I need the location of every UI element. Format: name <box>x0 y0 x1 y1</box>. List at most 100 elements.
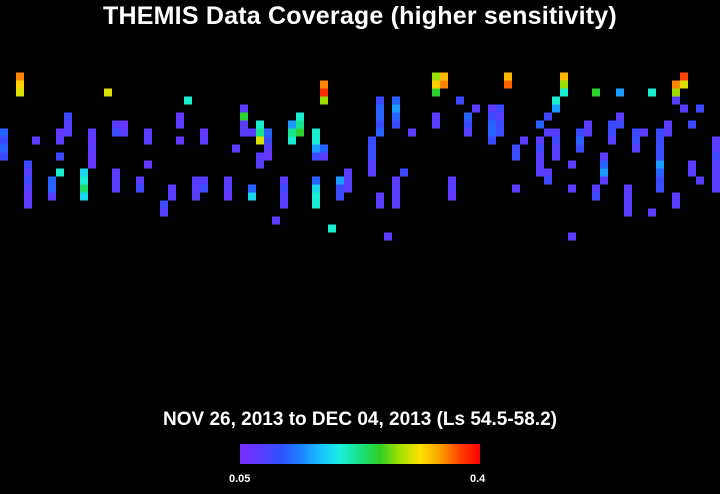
coverage-cell <box>656 128 664 137</box>
coverage-cell <box>288 136 296 145</box>
coverage-cell <box>536 160 544 169</box>
coverage-cell <box>496 120 504 129</box>
coverage-cell <box>536 120 544 129</box>
coverage-cell <box>464 120 472 129</box>
coverage-cell <box>680 80 688 89</box>
coverage-cell <box>88 152 96 161</box>
coverage-cell <box>24 192 32 201</box>
coverage-cell <box>568 184 576 193</box>
coverage-cell <box>312 200 320 209</box>
coverage-cell <box>600 168 608 177</box>
coverage-cell <box>648 208 656 217</box>
coverage-cell <box>624 184 632 193</box>
coverage-cell <box>176 120 184 129</box>
coverage-cell <box>232 144 240 153</box>
coverage-cell <box>640 128 648 137</box>
coverage-cell <box>672 96 680 105</box>
coverage-cell <box>288 120 296 129</box>
coverage-cell <box>328 224 336 233</box>
coverage-cell <box>512 144 520 153</box>
coverage-cell <box>336 184 344 193</box>
coverage-cell <box>712 184 720 193</box>
coverage-cell <box>376 128 384 137</box>
coverage-cell <box>608 136 616 145</box>
coverage-cell <box>696 176 704 185</box>
coverage-cell <box>248 184 256 193</box>
coverage-cell <box>536 152 544 161</box>
coverage-cell <box>200 184 208 193</box>
coverage-cell <box>176 112 184 121</box>
coverage-cell <box>16 72 24 81</box>
coverage-cell <box>600 160 608 169</box>
coverage-cell <box>440 72 448 81</box>
coverage-cell <box>632 136 640 145</box>
coverage-cell <box>392 120 400 129</box>
coverage-cell <box>16 88 24 97</box>
coverage-cell <box>592 184 600 193</box>
coverage-cell <box>0 144 8 153</box>
coverage-cell <box>664 128 672 137</box>
coverage-cell <box>160 200 168 209</box>
coverage-cell <box>200 176 208 185</box>
coverage-cell <box>256 120 264 129</box>
coverage-cell <box>192 184 200 193</box>
coverage-cell <box>280 192 288 201</box>
coverage-cell <box>656 160 664 169</box>
coverage-cell <box>136 176 144 185</box>
coverage-cell <box>488 120 496 129</box>
coverage-cell <box>432 80 440 89</box>
coverage-cell <box>504 80 512 89</box>
coverage-cell <box>488 112 496 121</box>
coverage-cell <box>712 160 720 169</box>
coverage-cell <box>320 80 328 89</box>
coverage-cell <box>88 160 96 169</box>
coverage-cell <box>384 232 392 241</box>
coverage-cell <box>712 176 720 185</box>
coverage-cell <box>56 136 64 145</box>
coverage-cell <box>656 168 664 177</box>
coverage-cell <box>168 184 176 193</box>
coverage-cell <box>296 112 304 121</box>
coverage-cell <box>496 104 504 113</box>
coverage-cell <box>392 200 400 209</box>
coverage-cell <box>240 120 248 129</box>
coverage-cell <box>448 176 456 185</box>
coverage-cell <box>600 176 608 185</box>
coverage-cell <box>712 144 720 153</box>
coverage-cell <box>576 128 584 137</box>
coverage-cell <box>504 72 512 81</box>
coverage-cell <box>312 144 320 153</box>
coverage-cell <box>576 144 584 153</box>
coverage-cell <box>616 88 624 97</box>
coverage-cell <box>464 112 472 121</box>
coverage-cell <box>392 192 400 201</box>
coverage-cell <box>712 152 720 161</box>
coverage-cell <box>584 128 592 137</box>
coverage-cell <box>712 136 720 145</box>
colorbar <box>240 444 480 464</box>
coverage-cell <box>624 192 632 201</box>
coverage-cell <box>376 104 384 113</box>
coverage-cell <box>536 144 544 153</box>
coverage-cell <box>632 144 640 153</box>
coverage-cell <box>80 192 88 201</box>
coverage-cell <box>112 120 120 129</box>
coverage-cell <box>56 152 64 161</box>
coverage-cell <box>544 168 552 177</box>
coverage-cell <box>432 112 440 121</box>
coverage-cell <box>88 136 96 145</box>
coverage-cell <box>56 168 64 177</box>
coverage-cell <box>264 144 272 153</box>
coverage-cell <box>0 136 8 145</box>
coverage-cell <box>488 136 496 145</box>
coverage-cell <box>616 112 624 121</box>
coverage-cell <box>144 160 152 169</box>
coverage-cell <box>648 88 656 97</box>
coverage-cell <box>464 128 472 137</box>
coverage-cell <box>448 192 456 201</box>
coverage-cell <box>184 96 192 105</box>
coverage-cell <box>312 192 320 201</box>
coverage-cell <box>192 192 200 201</box>
coverage-cell <box>112 168 120 177</box>
coverage-cell <box>376 120 384 129</box>
